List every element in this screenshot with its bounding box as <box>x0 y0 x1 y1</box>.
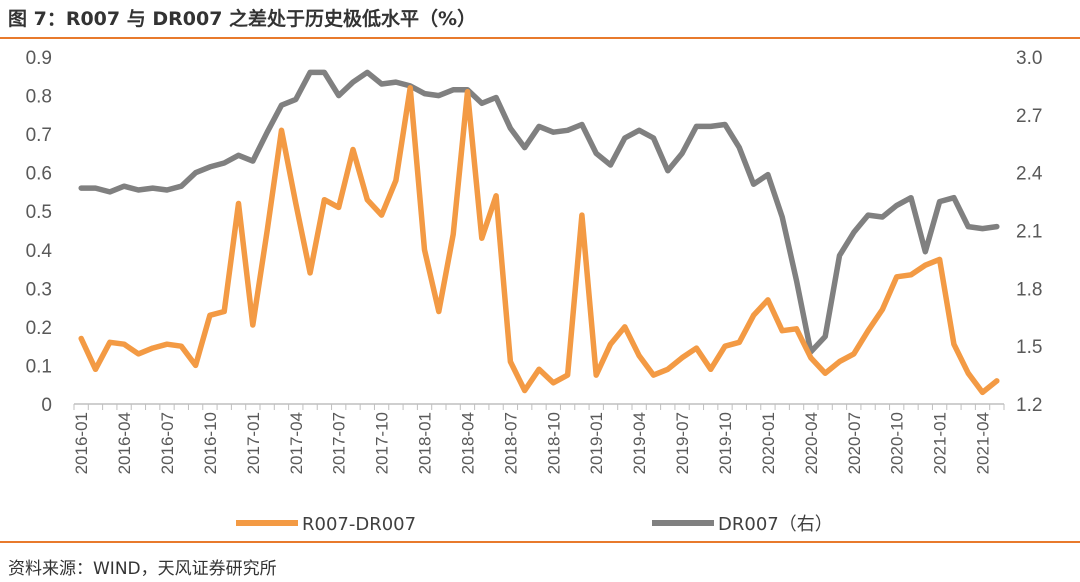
legend-label-r007-dr007: R007-DR007 <box>302 514 416 535</box>
x-tick-label: 2017-04 <box>287 412 306 474</box>
title-divider <box>0 37 1080 39</box>
left-tick-label: 0.1 <box>26 356 52 377</box>
x-tick-label: 2018-04 <box>458 412 477 474</box>
x-tick-label: 2018-01 <box>416 412 435 474</box>
left-tick-label: 0 <box>41 395 52 416</box>
right-tick-label: 2.1 <box>1016 222 1042 243</box>
x-tick-label: 2016-01 <box>72 412 91 474</box>
source-note: 资料来源：WIND，天风证券研究所 <box>8 559 277 579</box>
x-tick-label: 2018-07 <box>501 412 520 474</box>
right-tick-label: 2.4 <box>1016 164 1043 185</box>
right-axis-ticks: 1.2 1.5 1.8 2.1 2.4 2.7 3.0 <box>1016 48 1043 416</box>
x-tick-label: 2021-01 <box>931 412 950 474</box>
legend-label-dr007: DR007（右） <box>718 514 833 535</box>
x-tick-label: 2020-07 <box>845 412 864 474</box>
left-tick-label: 0.5 <box>26 202 52 223</box>
chart-canvas: 0 0.1 0.2 0.3 0.4 0.5 0.6 0.7 0.8 0.9 1.2 1.5 1.8 2.… <box>26 48 1043 535</box>
right-tick-label: 1.8 <box>1016 279 1042 300</box>
right-tick-label: 3.0 <box>1016 48 1042 69</box>
legend: R007-DR007 DR007（右） <box>236 514 833 535</box>
x-tick-label: 2021-04 <box>974 412 993 474</box>
left-axis-ticks: 0 0.1 0.2 0.3 0.4 0.5 0.6 0.7 0.8 0.9 <box>26 48 53 416</box>
left-tick-label: 0.9 <box>26 48 52 69</box>
x-tick-label: 2019-01 <box>587 412 606 474</box>
series-layer <box>78 69 1000 396</box>
x-axis-ticks: 2016-01 2016-04 2016-07 2016-10 2017-01 2017-… <box>72 404 1005 474</box>
left-tick-label: 0.7 <box>26 125 52 146</box>
x-tick-label: 2020-01 <box>759 412 778 474</box>
x-tick-label: 2020-04 <box>802 412 821 474</box>
x-tick-label: 2016-07 <box>158 412 177 474</box>
x-tick-label: 2019-10 <box>716 412 735 474</box>
x-tick-label: 2019-04 <box>630 412 649 474</box>
x-tick-label: 2017-07 <box>330 412 349 474</box>
chart-title: 图 7：R007 与 DR007 之差处于历史极低水平（%） <box>8 8 477 30</box>
x-tick-label: 2017-10 <box>373 412 392 474</box>
r007-dr007-line <box>78 85 1000 396</box>
dr007-line <box>78 69 1000 355</box>
x-tick-label: 2020-10 <box>888 412 907 474</box>
footer-divider <box>0 541 1080 543</box>
left-tick-label: 0.2 <box>26 318 52 339</box>
x-tick-label: 2016-04 <box>115 412 134 474</box>
left-tick-label: 0.3 <box>26 279 52 300</box>
right-tick-label: 2.7 <box>1016 106 1042 127</box>
left-tick-label: 0.6 <box>26 164 52 185</box>
right-tick-label: 1.5 <box>1016 337 1042 358</box>
right-tick-label: 1.2 <box>1016 395 1042 416</box>
x-tick-label: 2016-10 <box>201 412 220 474</box>
x-tick-label: 2019-07 <box>673 412 692 474</box>
x-tick-label: 2017-01 <box>244 412 263 474</box>
left-tick-label: 0.8 <box>26 87 52 108</box>
left-tick-label: 0.4 <box>26 241 53 262</box>
x-tick-label: 2018-10 <box>544 412 563 474</box>
